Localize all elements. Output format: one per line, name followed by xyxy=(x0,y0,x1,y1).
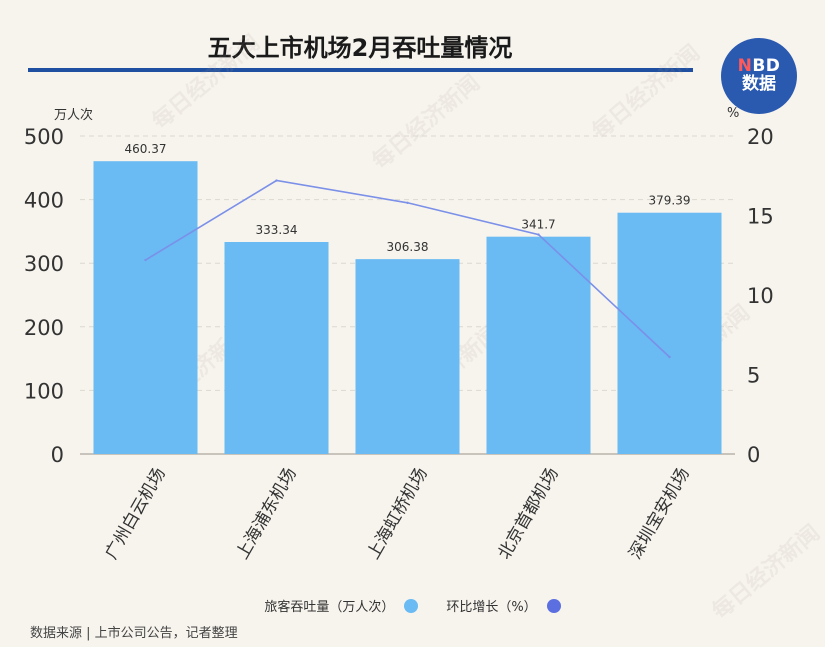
bar xyxy=(93,161,198,454)
y-tick-label: 0 xyxy=(51,443,64,467)
x-tick-label: 深圳宝安机场 xyxy=(626,465,694,563)
y2-tick-label: 0 xyxy=(747,443,760,467)
nbd-logo: NBD 数据 xyxy=(721,38,797,114)
bar-value-label: 333.34 xyxy=(256,223,298,237)
watermark-text: 每日经济新闻 xyxy=(587,40,705,145)
bar-value-label: 460.37 xyxy=(125,142,167,156)
left-axis-unit: 万人次 xyxy=(54,108,94,123)
legend-bar-label: 旅客吞吐量（万人次） xyxy=(264,600,395,615)
y-tick-label: 200 xyxy=(24,316,64,340)
data-source: 数据来源 | 上市公司公告，记者整理 xyxy=(30,626,238,641)
bar xyxy=(486,236,591,454)
growth-point xyxy=(406,201,409,204)
growth-point xyxy=(144,258,147,262)
watermark-text: 每日经济新闻 xyxy=(367,70,485,175)
x-tick-label: 北京首都机场 xyxy=(495,465,563,563)
watermark-text: 每日经济新闻 xyxy=(147,30,265,135)
y-tick-label: 400 xyxy=(24,189,64,213)
bar xyxy=(617,212,722,454)
bar xyxy=(355,259,460,454)
y2-tick-label: 20 xyxy=(747,125,774,149)
y-tick-label: 100 xyxy=(24,379,64,403)
legend-bar-swatch xyxy=(404,598,419,613)
growth-point xyxy=(668,355,671,359)
bar-value-label: 306.38 xyxy=(387,240,429,254)
x-tick-label: 广州白云机场 xyxy=(102,465,170,563)
legend-line-label: 环比增长（%） xyxy=(446,600,537,615)
y-tick-label: 500 xyxy=(24,125,64,149)
right-axis-unit: % xyxy=(727,106,740,121)
y2-tick-label: 10 xyxy=(747,284,774,308)
growth-point xyxy=(275,179,278,182)
x-tick-label: 上海虹桥机场 xyxy=(364,465,432,563)
legend: 旅客吞吐量（万人次） 环比增长（%） xyxy=(0,596,825,615)
y2-tick-label: 15 xyxy=(747,205,774,229)
y-tick-label: 300 xyxy=(24,252,64,276)
title-underline xyxy=(28,68,693,72)
bar-value-label: 379.39 xyxy=(649,194,691,208)
bar-value-label: 341.7 xyxy=(521,218,555,232)
x-tick-label: 上海浦东机场 xyxy=(233,465,301,563)
legend-line-swatch xyxy=(546,598,561,613)
bar xyxy=(224,241,329,454)
growth-point xyxy=(537,233,540,236)
chart-title: 五大上市机场2月吞吐量情况 xyxy=(207,34,513,62)
y2-tick-label: 5 xyxy=(747,364,760,388)
